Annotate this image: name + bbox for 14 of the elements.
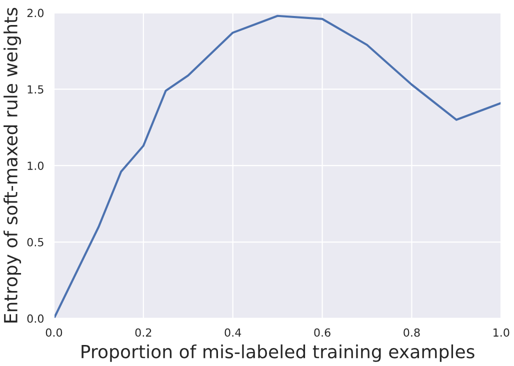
x-tick-label: 0.0 [46, 328, 62, 337]
x-tick-label: 0.2 [135, 328, 152, 337]
y-tick-label: 0.0 [27, 314, 44, 323]
x-axis-title: Proportion of mis-labeled training examples [82, 344, 474, 362]
y-tick-label: 2.0 [27, 8, 44, 18]
line-series [54, 14, 502, 318]
y-tick-label: 0.5 [27, 238, 44, 246]
x-tick-label: 0.4 [224, 328, 242, 337]
x-tick-label: 1.0 [494, 328, 510, 337]
y-tick-label: 1.5 [28, 85, 44, 94]
y-axis-title: Entropy of soft-maxed rule weights [4, 8, 22, 322]
x-tick-label: 0.6 [314, 328, 330, 337]
y-tick-label: 1.0 [28, 162, 44, 170]
x-tick-label: 0.8 [404, 328, 420, 337]
